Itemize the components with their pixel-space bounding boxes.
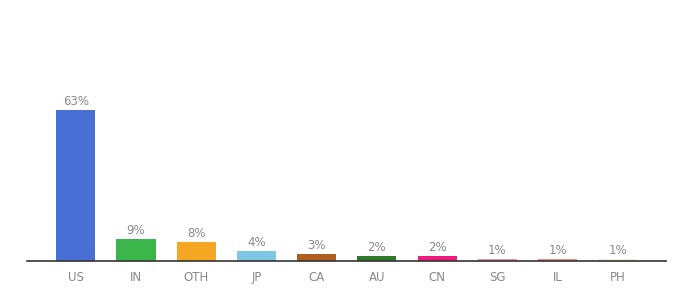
Bar <box>237 251 276 261</box>
Text: 1%: 1% <box>488 244 507 257</box>
Bar <box>598 259 637 261</box>
Text: 4%: 4% <box>247 236 266 250</box>
Text: 8%: 8% <box>187 227 205 240</box>
Bar <box>297 254 337 261</box>
Bar <box>357 256 396 261</box>
Text: 1%: 1% <box>609 244 627 257</box>
Text: 9%: 9% <box>126 224 146 238</box>
Text: 2%: 2% <box>368 241 386 254</box>
Bar <box>478 259 517 261</box>
Bar <box>177 242 216 261</box>
Text: 63%: 63% <box>63 95 89 108</box>
Bar <box>538 259 577 261</box>
Text: 3%: 3% <box>307 239 326 252</box>
Bar <box>56 110 95 261</box>
Bar <box>116 239 156 261</box>
Text: 2%: 2% <box>428 241 447 254</box>
Text: 1%: 1% <box>548 244 567 257</box>
Bar <box>418 256 457 261</box>
